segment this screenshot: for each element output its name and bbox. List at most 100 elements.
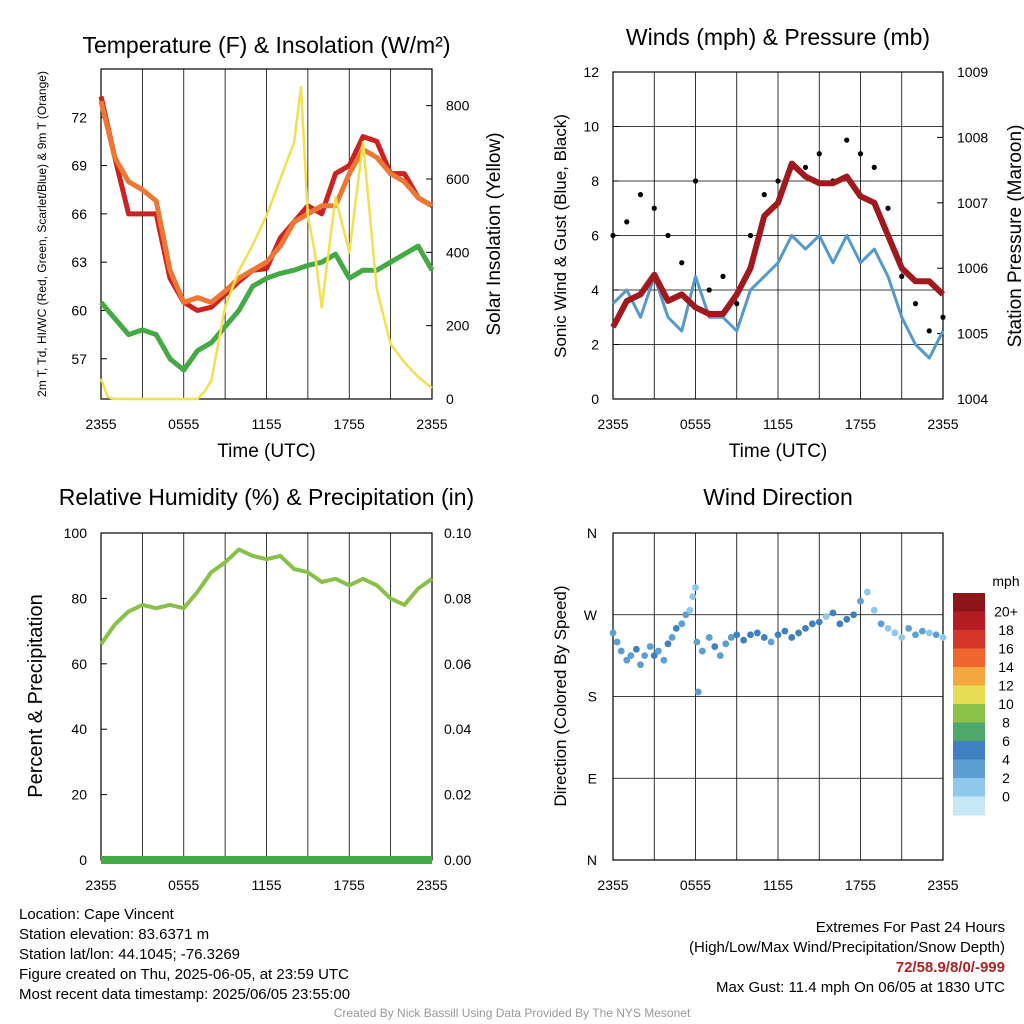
direction-point	[693, 638, 701, 646]
x-tick-label: 1155	[251, 877, 281, 893]
extremes-values: 72/58.9/8/0/-999	[895, 959, 1005, 976]
direction-point	[788, 634, 796, 641]
y2-tick-label: 1007	[957, 195, 988, 211]
gust-point	[844, 137, 850, 143]
y2-tick-label: 0.10	[444, 525, 471, 541]
station-elevation: Station elevation: 83.6371 m	[19, 926, 210, 943]
direction-point	[932, 631, 940, 639]
y-tick-label: 0	[591, 391, 599, 407]
direction-point	[733, 631, 741, 639]
direction-point	[836, 620, 844, 628]
gust-point	[912, 301, 919, 307]
gust-point	[857, 151, 864, 157]
wind-line	[611, 234, 945, 360]
direction-point	[698, 647, 706, 655]
direction-point	[918, 627, 926, 635]
x-tick-label: 0555	[168, 877, 199, 893]
direction-point	[747, 631, 754, 639]
direction-point	[613, 638, 621, 646]
y2-tick-label: 200	[446, 318, 470, 334]
direction-point	[641, 652, 649, 660]
y-tick-label: 20	[71, 787, 87, 803]
y-axis-title: Percent & Precipitation	[25, 594, 47, 797]
colorbar-title: mph	[992, 573, 1019, 589]
gust-point	[899, 273, 905, 279]
colorbar-label: 12	[998, 678, 1014, 694]
x-tick-label: 2355	[85, 416, 116, 432]
y2-tick-label: 1006	[957, 260, 988, 276]
direction-point	[716, 652, 724, 660]
direction-point	[637, 661, 644, 669]
colorbar-label: 2	[1002, 770, 1010, 786]
x-axis-title: Time (UTC)	[729, 441, 828, 462]
direction-point	[829, 609, 837, 617]
y2-tick-label: 1005	[957, 326, 988, 342]
direction-point	[802, 624, 809, 632]
direction-point	[686, 606, 694, 614]
gust-point	[679, 260, 685, 266]
x-tick-label: 1755	[334, 416, 365, 432]
x-tick-label: 1155	[763, 877, 793, 893]
direction-point	[711, 643, 719, 650]
direction-point	[808, 620, 816, 628]
direction-point	[774, 631, 782, 639]
x-tick-label: 1755	[845, 416, 876, 432]
direction-point	[939, 634, 947, 641]
chart-title: Wind Direction	[703, 484, 853, 510]
direction-point	[781, 627, 789, 635]
y-tick-label: 40	[71, 721, 87, 737]
direction-point	[609, 629, 617, 637]
y-tick-label: N	[587, 525, 597, 541]
colorbar-label: 18	[998, 622, 1014, 638]
gust-point	[885, 205, 891, 211]
direction-point	[646, 643, 654, 650]
gust-point	[610, 232, 616, 239]
y2-tick-label: 800	[446, 98, 470, 114]
gust-point	[637, 192, 644, 198]
gust-point	[816, 151, 822, 157]
gust-point	[871, 164, 877, 170]
y2-tick-label: 1004	[957, 391, 988, 407]
colorbar-label: 8	[1002, 715, 1010, 731]
direction-point	[740, 636, 748, 644]
extremes-legend: (High/Low/Max Wind/Precipitation/Snow De…	[689, 939, 1005, 956]
y2-tick-label: 400	[446, 244, 470, 260]
direction-point	[682, 611, 690, 619]
direction-point	[925, 629, 933, 637]
rh-line	[99, 547, 434, 646]
colorbar-label: 14	[998, 659, 1014, 675]
direction-point	[760, 634, 768, 641]
y-tick-label: 12	[583, 64, 599, 80]
gust-point	[624, 219, 630, 225]
direction-point	[692, 584, 699, 591]
colorbar-label: 4	[1002, 752, 1010, 768]
colorbar-label: 6	[1002, 733, 1010, 749]
gust-point	[706, 287, 712, 293]
direction-point	[815, 618, 823, 626]
gust-point	[940, 314, 946, 320]
direction-point	[632, 645, 640, 653]
y2-tick-label: 0.04	[444, 721, 471, 737]
gust-point	[761, 192, 767, 198]
series-line-3	[99, 86, 433, 401]
y-tick-label: 69	[71, 158, 87, 174]
x-tick-label: 2355	[597, 416, 628, 432]
direction-point	[668, 634, 676, 641]
x-tick-label: 2355	[85, 877, 116, 893]
gust-point	[734, 301, 740, 307]
colorbar-swatch	[953, 593, 985, 612]
direction-point	[689, 593, 697, 600]
extremes-info: Extremes For Past 24 Hours (High/Low/Max…	[689, 918, 1005, 998]
y2-tick-label: 0.02	[444, 787, 471, 803]
station-location: Location: Cape Vincent	[19, 906, 174, 923]
colorbar-swatch	[953, 759, 985, 779]
y2-tick-label: 1008	[957, 129, 988, 145]
y-tick-label: 80	[71, 590, 87, 606]
direction-point	[623, 656, 631, 664]
credit-line: Created By Nick Bassill Using Data Provi…	[333, 1006, 691, 1020]
station-latlon: Station lat/lon: 44.1045; -76.3269	[19, 946, 241, 963]
gust-point	[665, 232, 671, 239]
direction-point	[850, 611, 858, 619]
x-tick-label: 0555	[168, 416, 199, 432]
colorbar-swatch	[953, 667, 985, 686]
